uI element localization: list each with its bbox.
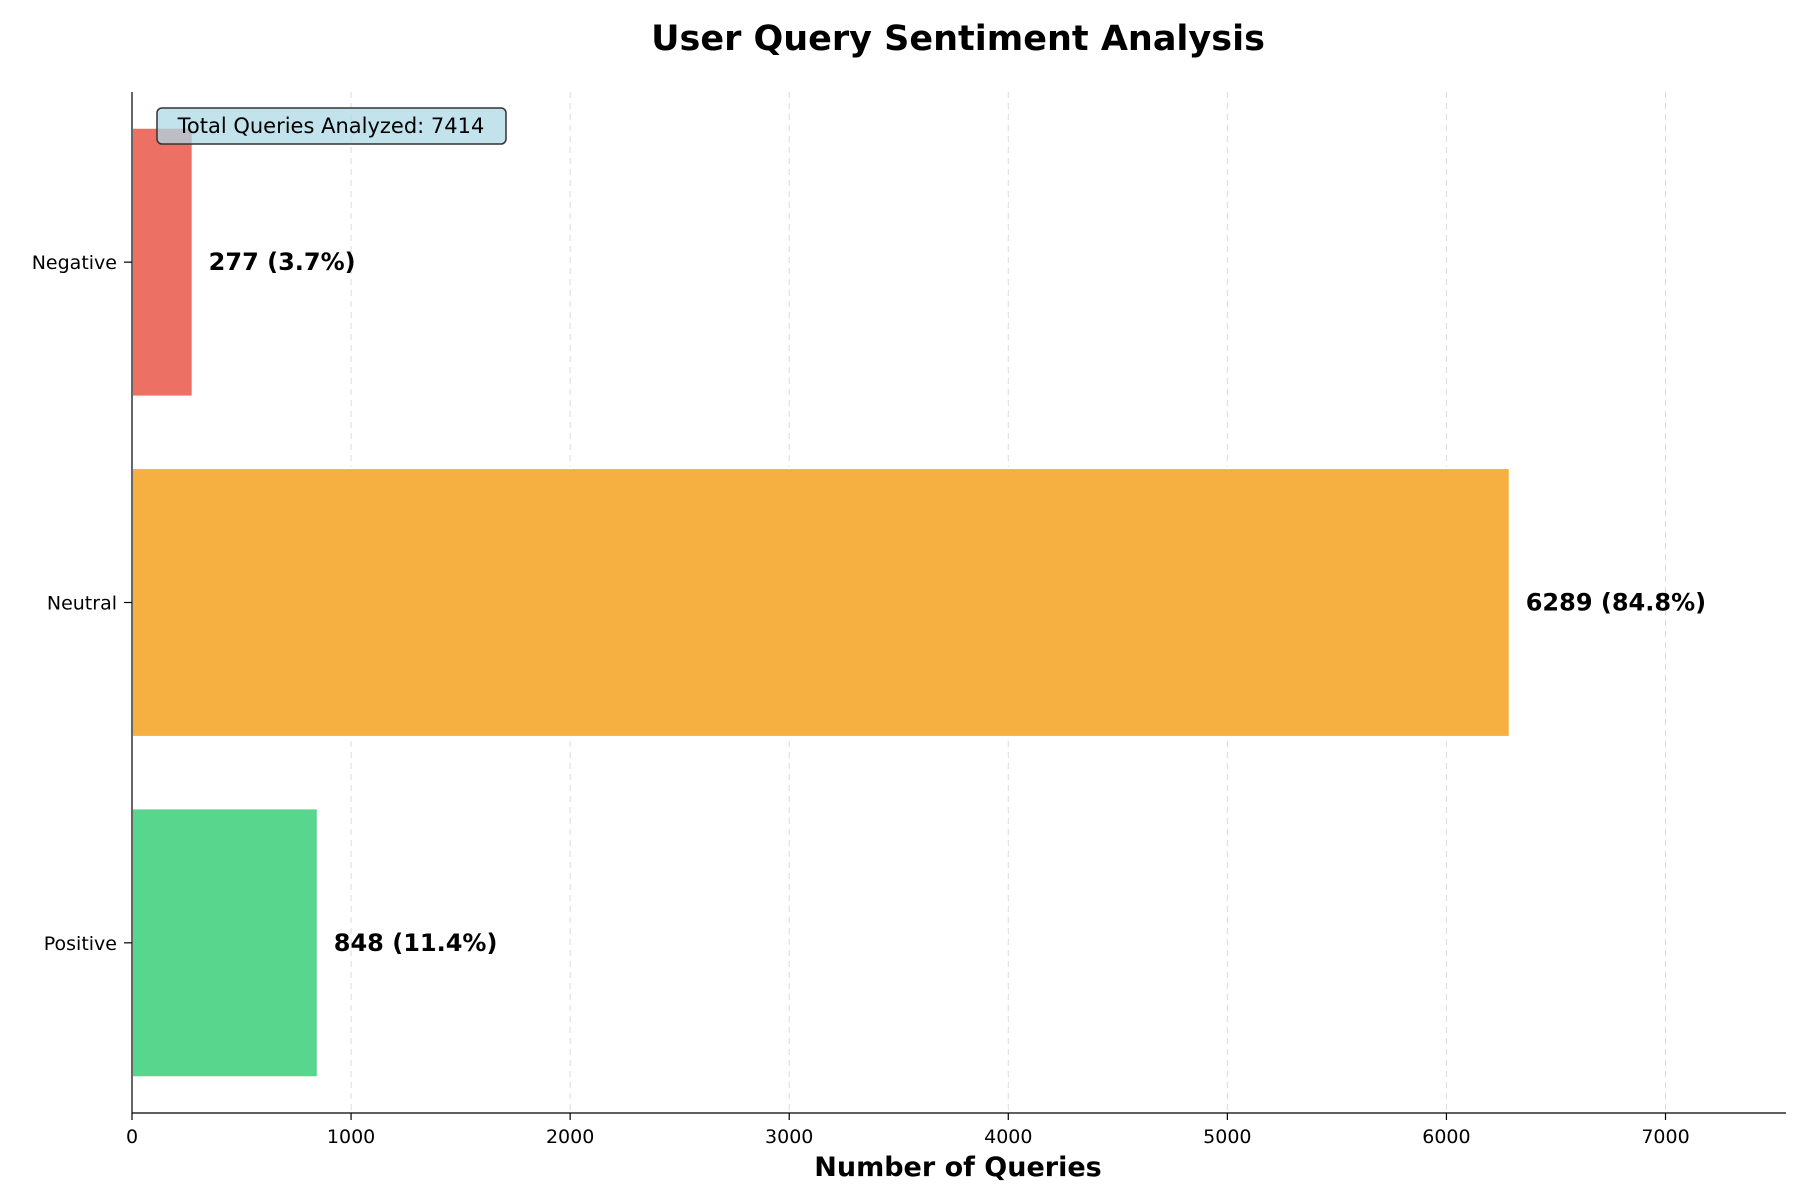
labels-layer: 277 (3.7%) 6289 (84.8%) 848 (11.4%) <box>209 248 1706 957</box>
axes-layer: Negative Neutral Positive 0 1000 2000 3000 4000… <box>32 92 1786 1148</box>
data-label-positive: 848 (11.4%) <box>334 929 498 957</box>
x-tick-label: 0 <box>126 1126 138 1148</box>
y-tick-label-positive: Positive <box>44 933 117 955</box>
data-label-negative: 277 (3.7%) <box>209 248 356 276</box>
data-label-neutral: 6289 (84.8%) <box>1526 589 1706 617</box>
x-tick-label: 7000 <box>1641 1126 1689 1148</box>
x-tick-label: 6000 <box>1422 1126 1470 1148</box>
bar-neutral <box>131 467 1511 738</box>
y-tick-label-negative: Negative <box>32 252 117 274</box>
annotation-box <box>156 107 507 145</box>
total-queries-annotation: Total Queries Analyzed: 7414 <box>156 107 507 145</box>
x-tick-label: 5000 <box>1203 1126 1251 1148</box>
bars-layer <box>131 126 1511 1079</box>
x-tick-label: 2000 <box>546 1126 594 1148</box>
x-tick-label: 1000 <box>327 1126 375 1148</box>
annotation-text: Total Queries Analyzed: 7414 <box>177 114 485 138</box>
bar-positive <box>131 807 319 1079</box>
x-tick-label: 3000 <box>765 1126 813 1148</box>
chart-title: User Query Sentiment Analysis <box>651 19 1265 59</box>
x-axis-label: Number of Queries <box>814 1152 1101 1183</box>
x-tick-label: 4000 <box>984 1126 1032 1148</box>
y-tick-label-neutral: Neutral <box>47 593 117 615</box>
bar-negative <box>131 126 194 398</box>
